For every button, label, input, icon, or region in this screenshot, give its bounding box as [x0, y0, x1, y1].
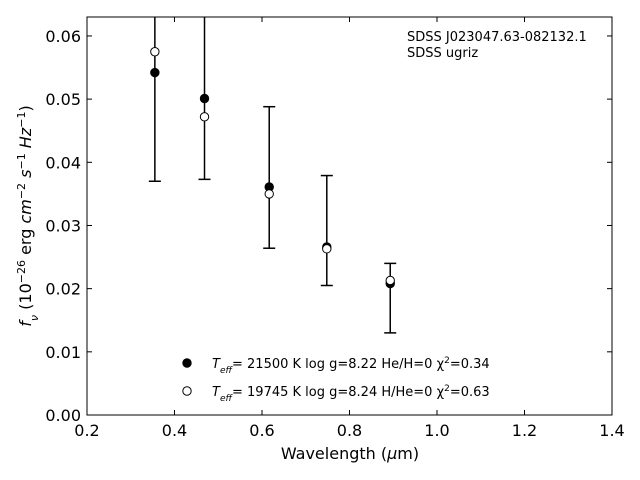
- y-tick-label: 0.05: [45, 90, 81, 109]
- x-tick-label: 1.4: [599, 421, 624, 440]
- y-tick-label: 0.03: [45, 216, 81, 235]
- series-1-point: [199, 93, 210, 104]
- x-tick-label: 0.6: [249, 421, 274, 440]
- y-tick-label: 0.06: [45, 27, 81, 46]
- legend-marker-2: [182, 386, 192, 396]
- y-tick-label: 0.04: [45, 153, 81, 172]
- x-tick-label: 1.0: [424, 421, 449, 440]
- series-2-point: [385, 275, 395, 286]
- series-2-point: [322, 244, 332, 254]
- legend-marker-1: [182, 358, 192, 368]
- y-tick-label: 0.01: [45, 343, 81, 362]
- annotation-line2: SDSS ugriz: [407, 46, 478, 61]
- x-tick-label: 0.4: [162, 421, 187, 440]
- x-tick-label: 1.2: [512, 421, 537, 440]
- series-2-point: [199, 112, 210, 122]
- ticks-layer: 0.2 0.4 0.6 0.8 1.0 1.2 1.4 0.00 0.01 0.02 0.03 0.0…: [45, 17, 625, 440]
- legend: Teff= 21500 K log g=8.22 He/H=0 χ2=0.34 T…: [182, 356, 490, 404]
- series-2-point: [150, 47, 160, 57]
- annotation-line1: SDSS J023047.63-082132.1: [407, 30, 587, 45]
- series-2-point: [264, 189, 274, 199]
- x-tick-label: 0.2: [74, 421, 99, 440]
- data-layer: [148, 17, 397, 334]
- y-axis-title: fν (10−26 erg cm−2 s−1 Hz−1): [15, 105, 41, 326]
- x-tick-label: 0.8: [337, 421, 362, 440]
- legend-label-1: Teff= 21500 K log g=8.22 He/H=0 χ2=0.34: [212, 356, 490, 376]
- y-tick-label: 0.02: [45, 280, 81, 299]
- legend-label-2: Teff= 19745 K log g=8.24 H/He=0 χ2=0.63: [212, 384, 490, 404]
- x-axis-title: Wavelength (μm): [281, 444, 419, 463]
- y-tick-label: 0.00: [45, 406, 81, 425]
- series-1-point: [150, 67, 160, 78]
